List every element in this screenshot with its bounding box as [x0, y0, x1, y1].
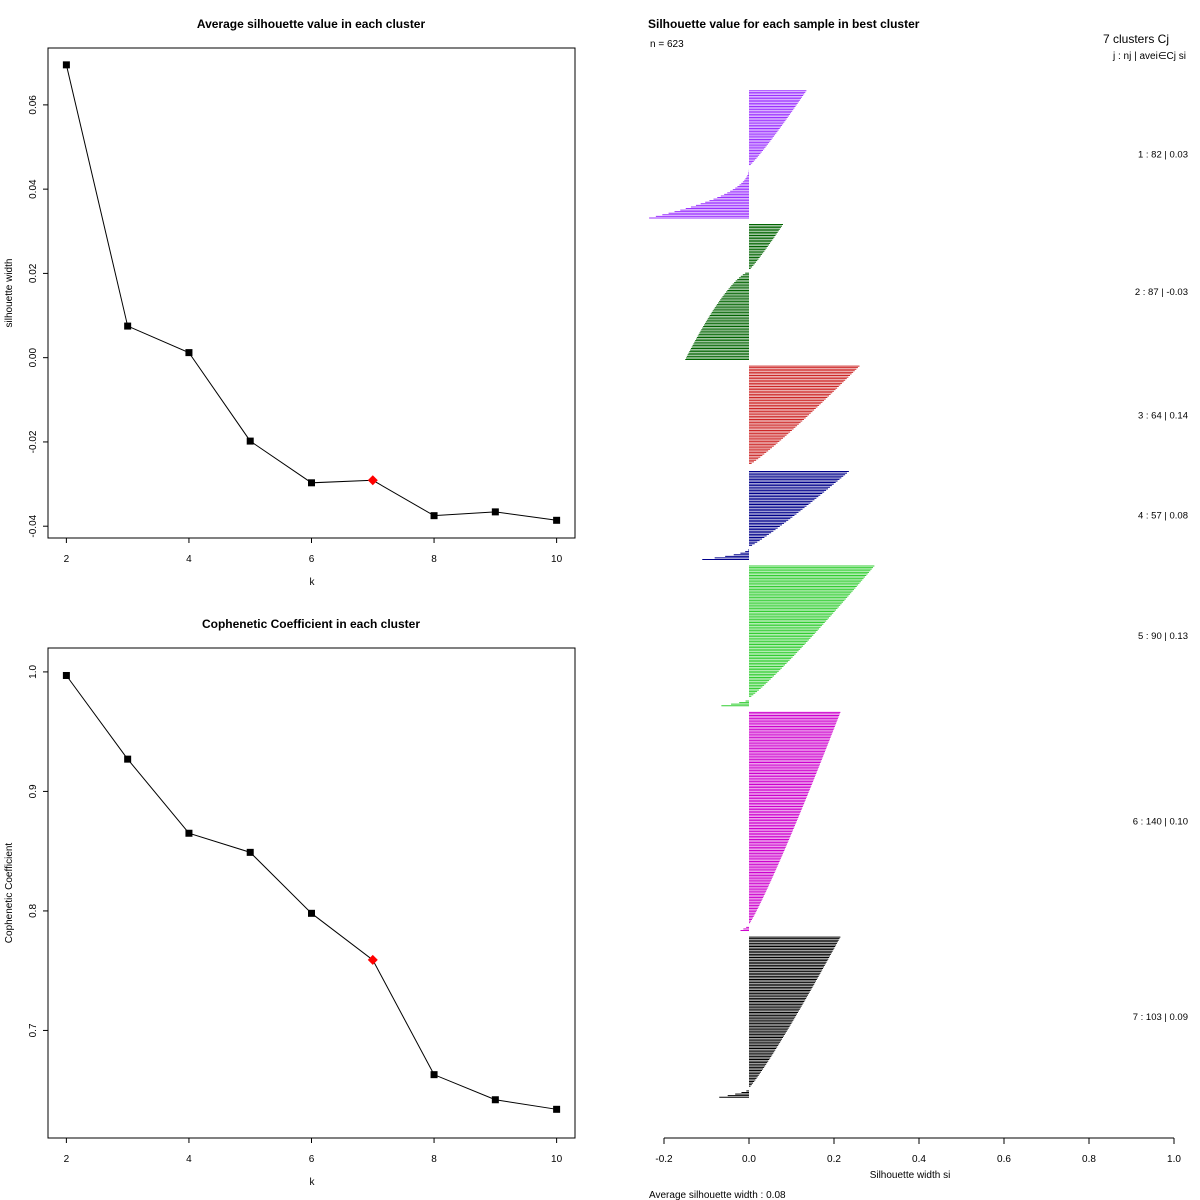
- x-axis-label: Silhouette width si: [870, 1170, 951, 1181]
- x-tick-label: 0.6: [997, 1154, 1011, 1165]
- highlight-point: [367, 475, 378, 486]
- x-tick-label: -0.2: [655, 1154, 673, 1165]
- data-point: [62, 671, 70, 679]
- data-point: [124, 755, 132, 763]
- chart-title: Average silhouette value in each cluster: [197, 17, 426, 31]
- cluster-label: 5 : 90 | 0.13: [1138, 631, 1188, 642]
- data-point: [430, 1071, 438, 1079]
- cluster-label: 3 : 64 | 0.14: [1138, 411, 1188, 422]
- data-point: [553, 516, 561, 524]
- data-point: [62, 61, 70, 69]
- y-axis-label: silhouette width: [4, 259, 15, 328]
- cluster-label: 4 : 57 | 0.08: [1138, 511, 1188, 522]
- legend-subheader: j : nj | avei∈Cj si: [1112, 51, 1186, 62]
- x-tick-label: 2: [64, 554, 70, 565]
- x-tick-label: 0.0: [742, 1154, 756, 1165]
- x-tick-label: 1.0: [1167, 1154, 1181, 1165]
- y-tick-label: 0.04: [28, 179, 39, 199]
- y-axis-label: Cophenetic Coefficient: [4, 843, 15, 944]
- y-tick-label: 0.8: [28, 904, 39, 918]
- cluster-6-bars: [740, 711, 841, 932]
- chart-marks: 2 4 6 8 10 -0.04 -0.02 0.00 0.02 0.04 0.06: [28, 61, 563, 565]
- x-tick-label: 0.8: [1082, 1154, 1096, 1165]
- cluster-label: 1 : 82 | 0.03: [1138, 149, 1188, 160]
- x-tick-label: 10: [551, 1154, 563, 1165]
- average-silhouette-footer: Average silhouette width : 0.08: [649, 1190, 786, 1200]
- data-point: [124, 322, 132, 330]
- y-tick-label: 0.7: [28, 1023, 39, 1037]
- data-point: [185, 829, 193, 837]
- x-axis-label: k: [310, 1177, 316, 1188]
- data-point: [553, 1105, 561, 1113]
- x-tick-label: 0.2: [827, 1154, 841, 1165]
- y-tick-label: 0.00: [28, 348, 39, 368]
- data-point: [491, 1096, 499, 1104]
- silhouette-line-chart: Average silhouette value in each cluster…: [4, 17, 576, 588]
- cluster-label: 2 : 87 | -0.03: [1135, 287, 1188, 298]
- y-tick-label: -0.04: [28, 514, 39, 537]
- cluster-7-bars: [719, 936, 841, 1098]
- cluster-2-bars: [685, 224, 783, 361]
- legend-header: 7 clusters Cj: [1103, 32, 1169, 46]
- data-point: [246, 437, 254, 445]
- cluster-1-bars: [649, 90, 807, 219]
- cluster-4-bars: [702, 471, 849, 560]
- cophenetic-line-chart: Cophenetic Coefficient in each cluster k…: [4, 617, 576, 1188]
- silhouette-bar-plot: Silhouette value for each sample in best…: [648, 17, 1188, 1200]
- cluster-label: 7 : 103 | 0.09: [1133, 1012, 1188, 1023]
- chart-title: Cophenetic Coefficient in each cluster: [202, 617, 420, 631]
- x-tick-label: 8: [431, 1154, 437, 1165]
- y-tick-label: 0.9: [28, 784, 39, 798]
- data-point: [430, 512, 438, 520]
- chart-marks: 2 4 6 8 10 0.7 0.8 0.9 1.0: [28, 665, 563, 1165]
- chart-marks: 1 : 82 | 0.03 2 : 87 | -0.03 3 : 64 | 0.14…: [649, 90, 1188, 1165]
- cluster-label: 6 : 140 | 0.10: [1133, 816, 1188, 827]
- x-axis-label: k: [310, 577, 316, 588]
- x-tick-label: 10: [551, 554, 563, 565]
- data-point: [308, 479, 315, 487]
- data-point: [308, 909, 315, 917]
- x-tick-label: 4: [186, 554, 192, 565]
- x-tick-label: 2: [64, 1154, 70, 1165]
- x-tick-label: 6: [309, 554, 315, 565]
- data-point: [185, 349, 193, 357]
- x-tick-label: 0.4: [912, 1154, 926, 1165]
- cluster-3-bars: [749, 365, 860, 464]
- cluster-5-bars: [721, 565, 875, 707]
- y-tick-label: 1.0: [28, 665, 39, 679]
- chart-title: Silhouette value for each sample in best…: [648, 17, 920, 31]
- sample-count: n = 623: [650, 39, 684, 50]
- y-tick-label: 0.06: [28, 95, 39, 115]
- x-tick-label: 8: [431, 554, 437, 565]
- x-tick-label: 4: [186, 1154, 192, 1165]
- y-tick-label: -0.02: [28, 430, 39, 453]
- y-tick-label: 0.02: [28, 263, 39, 283]
- data-point: [246, 848, 254, 856]
- x-tick-label: 6: [309, 1154, 315, 1165]
- highlight-point: [367, 954, 378, 965]
- data-point: [491, 508, 499, 516]
